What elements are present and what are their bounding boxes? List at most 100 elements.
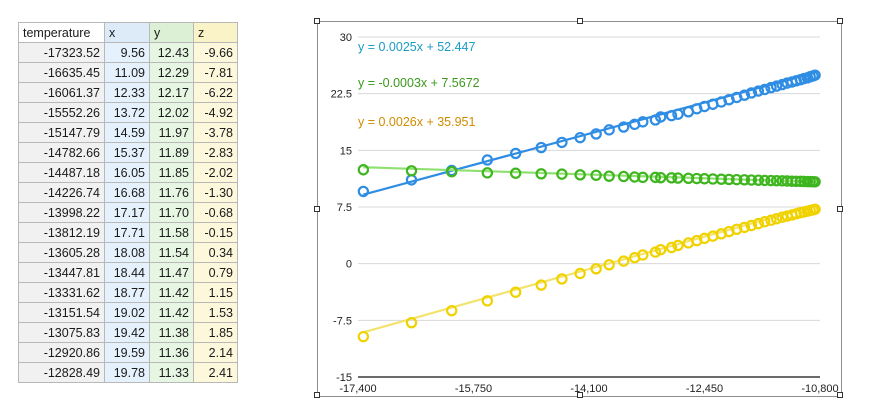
data-point-y xyxy=(617,170,630,183)
resize-handle-bottom[interactable] xyxy=(577,392,583,398)
cell-temperature[interactable]: -14226.74 xyxy=(18,182,105,203)
data-point-y xyxy=(556,168,568,180)
resize-handle-top-left[interactable] xyxy=(314,18,320,24)
cell-temperature[interactable]: -12920.86 xyxy=(18,342,105,363)
resize-handle-right[interactable] xyxy=(837,206,843,212)
data-point-x xyxy=(765,81,777,94)
resize-handle-left[interactable] xyxy=(314,206,320,212)
cell-x[interactable]: 17.71 xyxy=(104,222,150,243)
cell-x[interactable]: 9.56 xyxy=(104,42,150,63)
cell-x[interactable]: 15.37 xyxy=(104,142,150,163)
data-point-z xyxy=(481,295,494,307)
header-y[interactable]: y xyxy=(149,22,194,43)
x-tick-label: -17,400 xyxy=(339,383,376,395)
cell-temperature[interactable]: -13998.22 xyxy=(18,202,105,223)
resize-handle-top[interactable] xyxy=(577,18,583,24)
cell-x[interactable]: 11.09 xyxy=(104,62,150,83)
cell-y[interactable]: 11.36 xyxy=(149,342,194,363)
cell-z[interactable]: -1.30 xyxy=(193,182,238,203)
cell-x[interactable]: 13.72 xyxy=(104,102,150,123)
cell-z[interactable]: -3.78 xyxy=(193,122,238,143)
resize-handle-bottom-right[interactable] xyxy=(837,392,843,398)
cell-z[interactable]: 1.85 xyxy=(193,322,238,343)
data-point-y xyxy=(759,174,771,187)
cell-z[interactable]: -6.22 xyxy=(193,82,238,103)
data-point-z xyxy=(809,203,821,215)
cell-y[interactable]: 11.38 xyxy=(149,322,194,343)
cell-y[interactable]: 11.58 xyxy=(149,222,194,243)
cell-y[interactable]: 11.54 xyxy=(149,242,194,263)
table-row: -16061.37 12.33 12.17 -6.22 xyxy=(18,82,238,103)
cell-temperature[interactable]: -13447.81 xyxy=(18,262,105,283)
cell-z[interactable]: -2.83 xyxy=(193,142,238,163)
cell-temperature[interactable]: -15147.79 xyxy=(18,122,105,143)
cell-y[interactable]: 11.70 xyxy=(149,202,194,223)
cell-z[interactable]: -0.15 xyxy=(193,222,238,243)
header-temperature[interactable]: temperature xyxy=(18,22,105,43)
cell-y[interactable]: 11.47 xyxy=(149,262,194,283)
cell-y[interactable]: 11.76 xyxy=(149,182,194,203)
y-tick-label: 7.5 xyxy=(337,202,352,214)
cell-y[interactable]: 11.42 xyxy=(149,302,194,323)
scatter-chart: 30 22.5 15 7.5 0 -7.5 -15-17,400 -15,750 -14,100… xyxy=(331,32,839,395)
cell-temperature[interactable]: -16635.45 xyxy=(18,62,105,83)
cell-y[interactable]: 12.43 xyxy=(149,42,194,63)
cell-y[interactable]: 12.29 xyxy=(149,62,194,83)
cell-y[interactable]: 11.89 xyxy=(149,142,194,163)
cell-temperature[interactable]: -14487.18 xyxy=(18,162,105,183)
cell-z[interactable]: 2.41 xyxy=(193,362,238,383)
cell-x[interactable]: 19.59 xyxy=(104,342,150,363)
cell-z[interactable]: 0.34 xyxy=(193,242,238,263)
cell-z[interactable]: 1.53 xyxy=(193,302,238,323)
cell-y[interactable]: 11.97 xyxy=(149,122,194,143)
cell-x[interactable]: 19.02 xyxy=(104,302,150,323)
cell-x[interactable]: 16.05 xyxy=(104,162,150,183)
cell-z[interactable]: -2.02 xyxy=(193,162,238,183)
cell-y[interactable]: 11.33 xyxy=(149,362,194,383)
header-z[interactable]: z xyxy=(193,22,238,43)
data-point-x xyxy=(556,136,568,149)
cell-z[interactable]: 2.14 xyxy=(193,342,238,363)
data-point-x xyxy=(603,124,615,136)
data-point-z xyxy=(535,279,547,291)
cell-y[interactable]: 11.42 xyxy=(149,282,194,303)
resize-handle-bottom-left[interactable] xyxy=(314,392,320,398)
cell-temperature[interactable]: -15552.26 xyxy=(18,102,105,123)
cell-x[interactable]: 19.78 xyxy=(104,362,150,383)
cell-x[interactable]: 18.44 xyxy=(104,262,150,283)
data-point-x xyxy=(481,154,494,166)
cell-temperature[interactable]: -12828.49 xyxy=(18,362,105,383)
cell-y[interactable]: 12.02 xyxy=(149,102,194,123)
cell-x[interactable]: 16.68 xyxy=(104,182,150,203)
resize-handle-top-right[interactable] xyxy=(837,18,843,24)
cell-z[interactable]: 0.79 xyxy=(193,262,238,283)
cell-temperature[interactable]: -17323.52 xyxy=(18,42,105,63)
cell-x[interactable]: 14.59 xyxy=(104,122,150,143)
cell-z[interactable]: 1.15 xyxy=(193,282,238,303)
cell-y[interactable]: 12.17 xyxy=(149,82,194,103)
header-x[interactable]: x xyxy=(104,22,150,43)
cell-x[interactable]: 18.77 xyxy=(104,282,150,303)
table-row: -13075.83 19.42 11.38 1.85 xyxy=(18,322,238,343)
data-point-z xyxy=(672,239,684,252)
cell-z[interactable]: -9.66 xyxy=(193,42,238,63)
cell-y[interactable]: 11.85 xyxy=(149,162,194,183)
trendline-equation-y: y = -0.0003x + 7.5672 xyxy=(358,76,480,90)
cell-temperature[interactable]: -13605.28 xyxy=(18,242,105,263)
y-tick-label: 22.5 xyxy=(331,89,352,101)
cell-z[interactable]: -0.68 xyxy=(193,202,238,223)
cell-temperature[interactable]: -13075.83 xyxy=(18,322,105,343)
cell-x[interactable]: 12.33 xyxy=(104,82,150,103)
cell-temperature[interactable]: -16061.37 xyxy=(18,82,105,103)
cell-z[interactable]: -7.81 xyxy=(193,62,238,83)
cell-x[interactable]: 18.08 xyxy=(104,242,150,263)
cell-z[interactable]: -4.92 xyxy=(193,102,238,123)
cell-temperature[interactable]: -13331.62 xyxy=(18,282,105,303)
cell-temperature[interactable]: -14782.66 xyxy=(18,142,105,163)
data-point-x xyxy=(617,121,630,133)
cell-x[interactable]: 17.17 xyxy=(104,202,150,223)
cell-temperature[interactable]: -13151.54 xyxy=(18,302,105,323)
cell-temperature[interactable]: -13812.19 xyxy=(18,222,105,243)
cell-x[interactable]: 19.42 xyxy=(104,322,150,343)
chart-area[interactable]: 30 22.5 15 7.5 0 -7.5 -15 -17,400 -15,750 -14,100… xyxy=(314,18,843,398)
